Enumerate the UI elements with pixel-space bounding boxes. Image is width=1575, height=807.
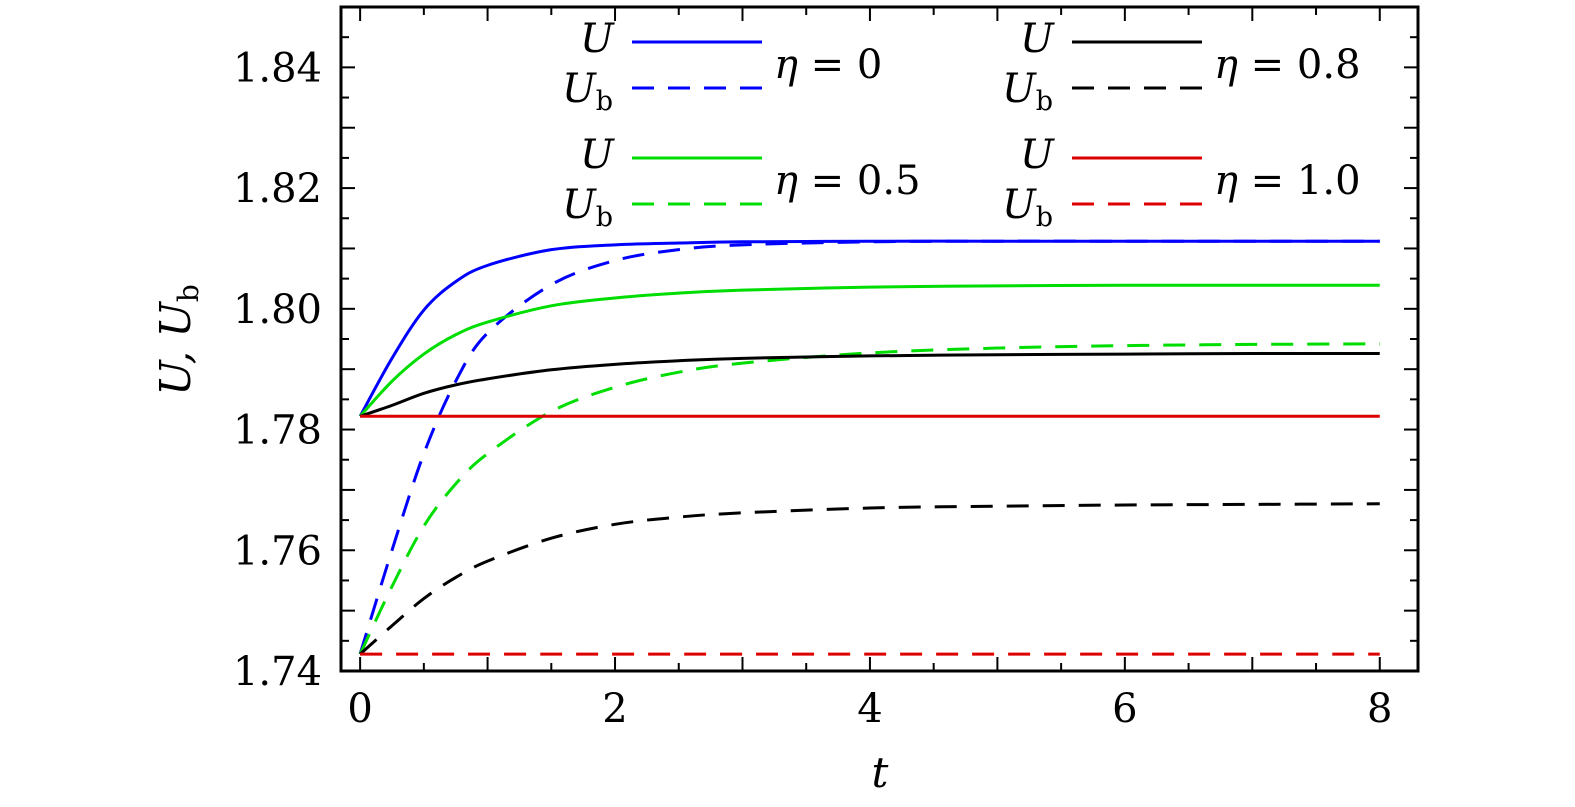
y-tick-label: 1.76: [233, 528, 322, 574]
x-axis-title: t: [872, 748, 889, 797]
legend-entry: UUb η = 0.5: [562, 132, 921, 233]
ticks-layer: [341, 6, 1418, 672]
legend-entry: UUb η = 1.0: [1002, 132, 1361, 233]
y-tick-label: 1.84: [233, 45, 322, 91]
legend-symbol-ub: Ub: [1002, 182, 1053, 233]
legend-eta-label: η = 0.8: [1214, 42, 1361, 88]
legend-eta-label: η = 0: [774, 42, 882, 88]
legend-eta-label: η = 1.0: [1214, 158, 1361, 204]
legend-eta-label: η = 0.5: [774, 158, 921, 204]
legend-entry: UUb η = 0.8: [1002, 16, 1361, 117]
series-layer: [358, 239, 1380, 656]
legend-symbol-ub: Ub: [562, 182, 613, 233]
legend-symbol-u: U: [1020, 16, 1055, 62]
legend-entry: UUb η = 0: [562, 16, 882, 117]
series-line-u_b-1: [358, 239, 1380, 655]
x-tick-label: 2: [602, 686, 627, 732]
series-line-u-4: [359, 351, 1380, 418]
legend-symbol-ub: Ub: [562, 66, 613, 117]
y-axis-title: U, Ub: [151, 284, 205, 396]
x-tick-label: 4: [857, 686, 882, 732]
series-line-u_b-3: [358, 342, 1380, 655]
x-tick-label: 6: [1112, 686, 1137, 732]
tick-labels: 0 2 4 6 8 1.74 1.76 1.78 1.80 1.82 1.84: [233, 45, 1393, 732]
x-tick-label: 0: [347, 686, 372, 732]
legend-symbol-u: U: [580, 132, 615, 178]
y-tick-label: 1.74: [233, 649, 322, 695]
y-tick-label: 1.82: [233, 166, 322, 212]
legend-symbol-u: U: [1020, 132, 1055, 178]
series-line-u-0: [358, 239, 1380, 417]
series-line-u_b-5: [359, 502, 1380, 656]
series-line-u-2: [359, 283, 1380, 418]
legend-symbol-ub: Ub: [1002, 66, 1053, 117]
legend-symbol-u: U: [580, 16, 615, 62]
x-tick-label: 8: [1367, 686, 1392, 732]
y-tick-label: 1.80: [233, 287, 322, 333]
y-tick-label: 1.78: [233, 408, 322, 454]
plot-frame: [339, 5, 1420, 673]
